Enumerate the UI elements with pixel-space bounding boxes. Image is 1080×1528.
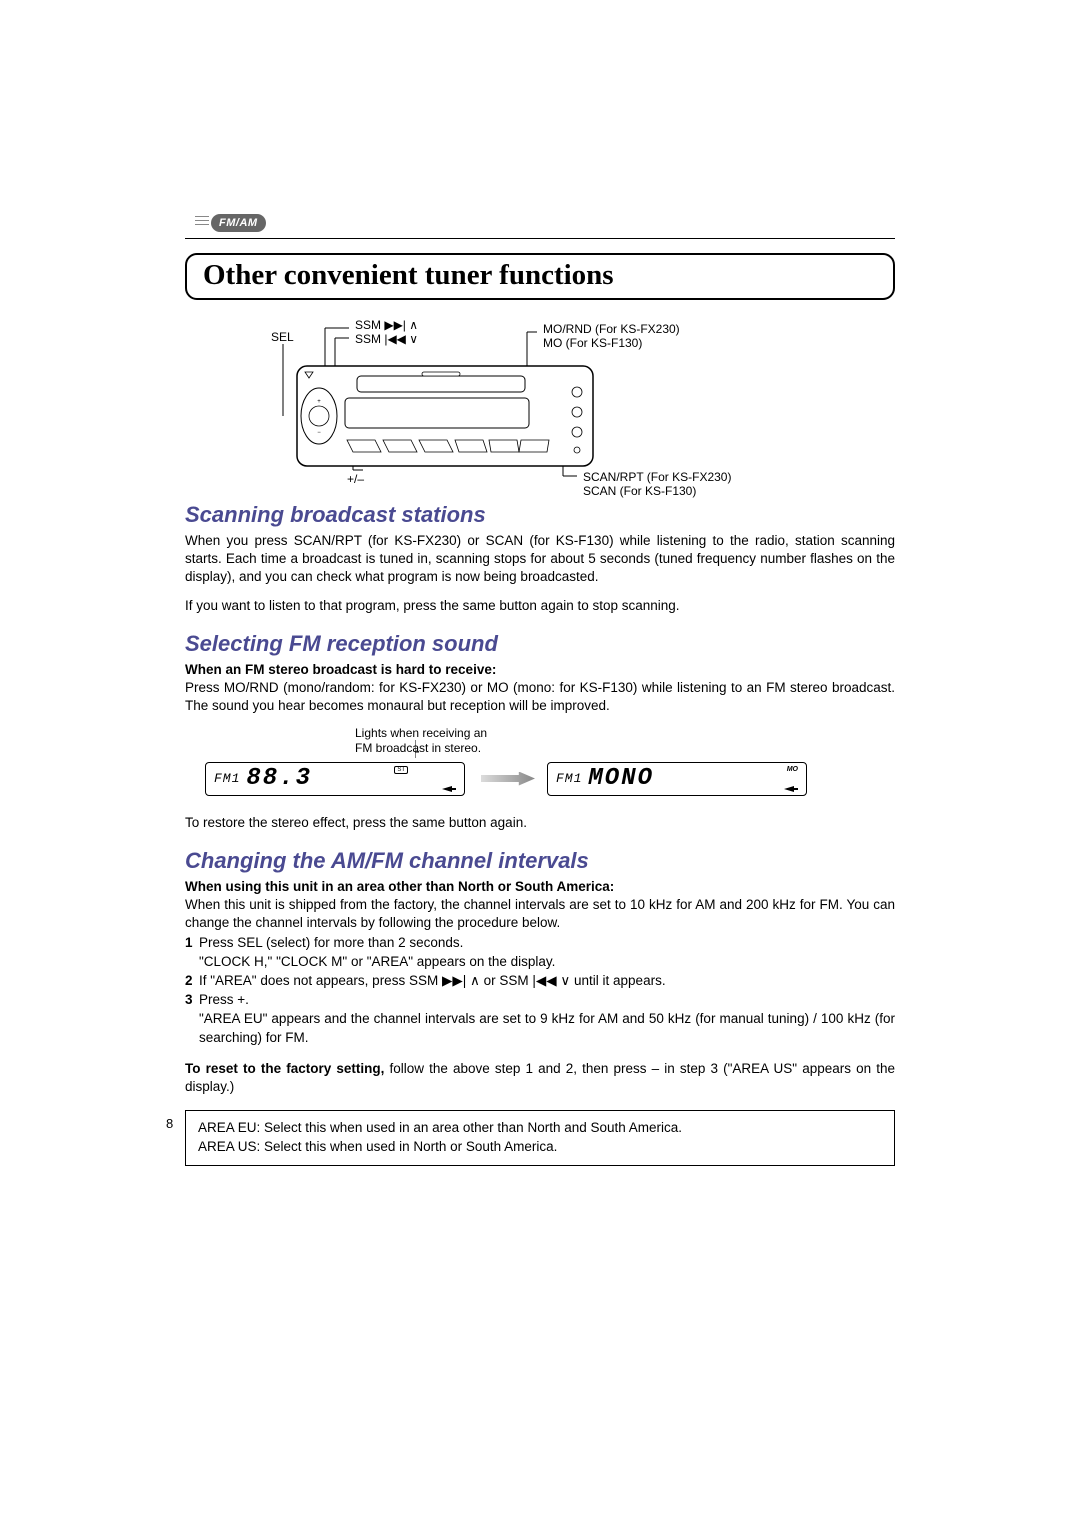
steps-list: 1 Press SEL (select) for more than 2 sec… bbox=[185, 934, 895, 1047]
radio-diagram: SEL SSM ▶▶| ∧ SSM |◀◀ ∨ MO/RND (For KS-F… bbox=[185, 308, 895, 498]
page-number: 8 bbox=[166, 1116, 173, 1131]
mo-indicator: MO bbox=[787, 766, 798, 773]
reset-bold: To reset to the factory setting, bbox=[185, 1061, 384, 1076]
horizontal-rule bbox=[185, 238, 895, 239]
intervals-p0: When this unit is shipped from the facto… bbox=[185, 896, 895, 932]
scanning-p2: If you want to listen to that program, p… bbox=[185, 597, 895, 615]
st-indicator: ST bbox=[394, 766, 408, 774]
area-info-box: AREA EU: Select this when used in an are… bbox=[185, 1110, 895, 1166]
scanning-p1: When you press SCAN/RPT (for KS-FX230) o… bbox=[185, 532, 895, 587]
display-left: FM1 88.3 ST bbox=[205, 762, 465, 796]
fm-sound-p2: To restore the stereo effect, press the … bbox=[185, 814, 895, 832]
main-title: Other convenient tuner functions bbox=[203, 259, 877, 292]
display-right-band: FM1 bbox=[556, 771, 582, 786]
svg-text:−: − bbox=[317, 430, 321, 436]
section-title-intervals: Changing the AM/FM channel intervals bbox=[185, 848, 895, 874]
display-comparison: Lights when receiving an FM broadcast in… bbox=[185, 726, 895, 806]
step-1: 1 Press SEL (select) for more than 2 sec… bbox=[185, 934, 895, 972]
display-left-band: FM1 bbox=[214, 771, 240, 786]
svg-text:+: + bbox=[317, 399, 321, 405]
fm-sound-sub: When an FM stereo broadcast is hard to r… bbox=[185, 661, 895, 679]
radio-diagram-svg: + − bbox=[185, 308, 895, 498]
main-title-box: Other convenient tuner functions bbox=[185, 253, 895, 300]
display-left-freq: 88.3 bbox=[246, 765, 312, 792]
area-us: AREA US: Select this when used in North … bbox=[198, 1138, 882, 1157]
section-title-scanning: Scanning broadcast stations bbox=[185, 502, 895, 528]
fm-sound-p1: Press MO/RND (mono/random: for KS-FX230)… bbox=[185, 679, 895, 715]
display-label: Lights when receiving an FM broadcast in… bbox=[355, 726, 487, 756]
display-right: FM1 MONO MO bbox=[547, 762, 807, 796]
display-right-text: MONO bbox=[588, 765, 654, 792]
arrow-right-icon bbox=[481, 772, 535, 786]
step-3: 3 Press +. "AREA EU" appears and the cha… bbox=[185, 991, 895, 1048]
section-title-fm-sound: Selecting FM reception sound bbox=[185, 631, 895, 657]
area-eu: AREA EU: Select this when used in an are… bbox=[198, 1119, 882, 1138]
intervals-sub: When using this unit in an area other th… bbox=[185, 878, 895, 896]
step-2: 2 If "AREA" does not appears, press SSM … bbox=[185, 972, 895, 991]
page-content: Other convenient tuner functions SEL SSM… bbox=[185, 210, 895, 1166]
